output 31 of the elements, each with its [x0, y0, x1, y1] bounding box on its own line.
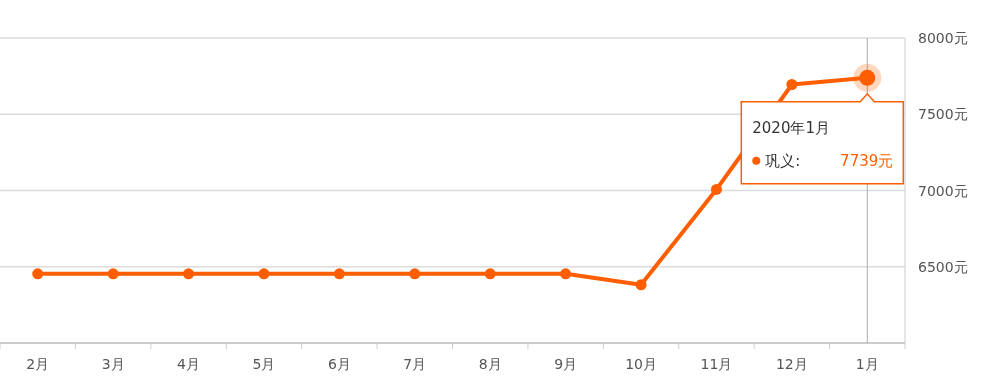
point — [107, 268, 119, 280]
x-tick-label: 5月 — [252, 356, 276, 372]
y-tick-label: 6500元 — [918, 258, 968, 275]
x-tick-label: 11月 — [700, 356, 733, 372]
annotation: 2020年1月 — [752, 118, 831, 137]
x-tick-label: 2月 — [26, 356, 50, 372]
point — [484, 268, 496, 280]
x-tick-label: 6月 — [327, 356, 351, 372]
point — [635, 279, 647, 291]
point — [409, 268, 421, 280]
point — [258, 268, 270, 280]
y-tick-label: 7500元 — [918, 106, 968, 123]
annotation: 7739元 — [840, 151, 894, 170]
point — [32, 268, 44, 280]
y-tick-label: 7000元 — [918, 182, 968, 199]
x-tick-label: 4月 — [177, 356, 200, 372]
x-tick-label: 7月 — [403, 356, 427, 372]
x-tick-label: 9月 — [554, 356, 578, 372]
point — [183, 268, 195, 280]
x-tick-label: 1月 — [855, 356, 879, 372]
legend: 巩义: — [752, 151, 801, 170]
x-tick-label: 12月 — [775, 356, 808, 372]
point — [333, 268, 345, 280]
legend-label: 巩义: — [765, 151, 801, 170]
point — [710, 183, 722, 195]
x-tick-label: 10月 — [625, 356, 657, 372]
point — [786, 79, 798, 91]
x-tick-label: 3月 — [101, 356, 125, 372]
y-tick-label: 8000元 — [918, 30, 968, 46]
point — [560, 268, 572, 280]
x-tick-label: 8月 — [478, 356, 502, 372]
